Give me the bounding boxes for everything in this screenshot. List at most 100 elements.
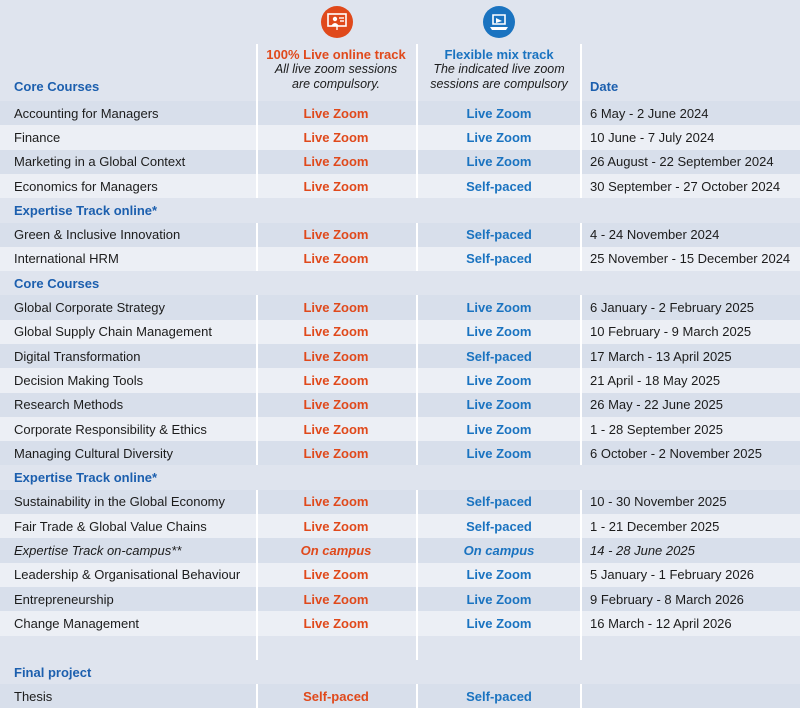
column-divider <box>580 173 582 199</box>
flex-track-mode: Live Zoom <box>466 324 532 340</box>
column-divider <box>256 392 258 417</box>
column-divider <box>580 635 582 660</box>
flex-track-mode: Self-paced <box>466 518 532 534</box>
column-divider <box>580 489 582 515</box>
column-divider <box>416 392 418 417</box>
course-dates: 14 - 28 June 2025 <box>590 543 695 559</box>
column-divider <box>416 173 418 199</box>
live-track-note-line2: are compulsory. <box>292 77 380 91</box>
flex-track-mode: Live Zoom <box>466 615 532 631</box>
column-divider <box>256 587 258 612</box>
column-divider <box>580 149 582 174</box>
flex-track-mode: Self-paced <box>466 227 532 243</box>
spacer-row <box>0 635 800 660</box>
section-row: Expertise Track online* <box>0 198 800 223</box>
column-divider <box>416 368 418 393</box>
flex-track-title: Flexible mix track <box>444 47 554 62</box>
flex-track-mode: Live Zoom <box>466 397 532 413</box>
column-divider <box>416 587 418 612</box>
column-divider <box>416 101 418 126</box>
table-row: Digital Transformation Live Zoom Self-pace… <box>0 344 800 369</box>
flex-track-mode: Live Zoom <box>466 105 532 121</box>
course-name: Economics for Managers <box>14 178 158 194</box>
column-divider <box>416 222 418 247</box>
column-divider <box>416 295 418 320</box>
course-dates: 1 - 28 September 2025 <box>590 421 723 437</box>
section-heading: Final project <box>14 664 92 680</box>
table-row: Change Management Live Zoom Live Zoom 16 Ma… <box>0 611 800 636</box>
date-column-header: Date <box>590 79 619 94</box>
live-track-mode: Live Zoom <box>303 251 369 267</box>
live-track-mode: Live Zoom <box>303 105 369 121</box>
live-track-mode: On campus <box>300 543 372 559</box>
course-dates: 30 September - 27 October 2024 <box>590 178 781 194</box>
course-name: Decision Making Tools <box>14 372 144 388</box>
course-name: Global Corporate Strategy <box>14 300 166 316</box>
flex-track-mode: Live Zoom <box>466 421 532 437</box>
column-divider <box>256 441 258 466</box>
course-dates: 6 January - 2 February 2025 <box>590 300 755 316</box>
column-divider <box>256 319 258 344</box>
column-divider <box>416 44 418 101</box>
course-name: Expertise Track on-campus** <box>14 543 182 559</box>
live-track-mode: Live Zoom <box>303 494 369 510</box>
column-divider <box>416 344 418 369</box>
section-row: Expertise Track online* <box>0 465 800 490</box>
section-heading: Core Courses <box>14 79 100 94</box>
column-divider <box>580 319 582 344</box>
column-divider <box>580 44 582 101</box>
course-dates: 10 - 30 November 2025 <box>590 494 727 510</box>
live-track-note-line1: All live zoom sessions <box>274 62 398 76</box>
table-row: Sustainability in the Global Economy Live… <box>0 489 800 515</box>
live-track-mode: Live Zoom <box>303 348 369 364</box>
course-name: Digital Transformation <box>14 348 141 364</box>
course-dates: 16 March - 12 April 2026 <box>590 615 732 631</box>
column-divider <box>256 538 258 563</box>
column-divider <box>416 319 418 344</box>
table-row: Green & Inclusive Innovation Live Zoom Sel… <box>0 222 800 247</box>
column-divider <box>580 392 582 417</box>
live-track-mode: Live Zoom <box>303 154 369 170</box>
column-divider <box>580 441 582 466</box>
live-track-mode: Live Zoom <box>303 227 369 243</box>
column-divider <box>416 441 418 466</box>
flex-track-mode: Live Zoom <box>466 445 532 461</box>
live-track-mode: Live Zoom <box>303 445 369 461</box>
column-divider <box>256 246 258 272</box>
live-track-mode: Self-paced <box>303 688 369 704</box>
column-divider <box>580 246 582 272</box>
course-dates: 6 May - 2 June 2024 <box>590 105 709 121</box>
column-divider <box>256 222 258 247</box>
course-dates: 9 February - 8 March 2026 <box>590 591 744 607</box>
live-track-mode: Live Zoom <box>303 567 369 583</box>
course-dates: 1 - 21 December 2025 <box>590 518 720 534</box>
column-divider <box>580 125 582 150</box>
live-track-mode: Live Zoom <box>303 518 369 534</box>
column-divider <box>256 344 258 369</box>
course-dates: 5 January - 1 February 2026 <box>590 567 755 583</box>
table-row: Research Methods Live Zoom Live Zoom 26 May… <box>0 392 800 417</box>
course-name: Thesis <box>14 688 53 704</box>
flex-track-mode: Live Zoom <box>466 567 532 583</box>
column-divider <box>256 125 258 150</box>
column-divider <box>580 684 582 708</box>
course-dates: 26 August - 22 September 2024 <box>590 154 774 170</box>
column-divider <box>256 514 258 539</box>
live-track-mode: Live Zoom <box>303 372 369 388</box>
flex-track-mode: Live Zoom <box>466 154 532 170</box>
column-divider <box>256 173 258 199</box>
table-row: Corporate Responsibility & Ethics Live Zo… <box>0 416 800 442</box>
column-divider <box>416 149 418 174</box>
flex-track-mode: Self-paced <box>466 688 532 704</box>
table-row: Thesis Self-paced Self-paced <box>0 684 800 708</box>
column-divider <box>256 295 258 320</box>
live-track-mode: Live Zoom <box>303 129 369 145</box>
course-name: Finance <box>14 129 61 145</box>
column-divider <box>416 538 418 563</box>
table-header: 100% Live online track All live zoom ses… <box>0 0 800 101</box>
course-name: Managing Cultural Diversity <box>14 445 173 461</box>
course-name: Accounting for Managers <box>14 105 159 121</box>
course-name: Marketing in a Global Context <box>14 154 186 170</box>
section-heading: Expertise Track online* <box>14 202 158 218</box>
column-divider <box>416 514 418 539</box>
